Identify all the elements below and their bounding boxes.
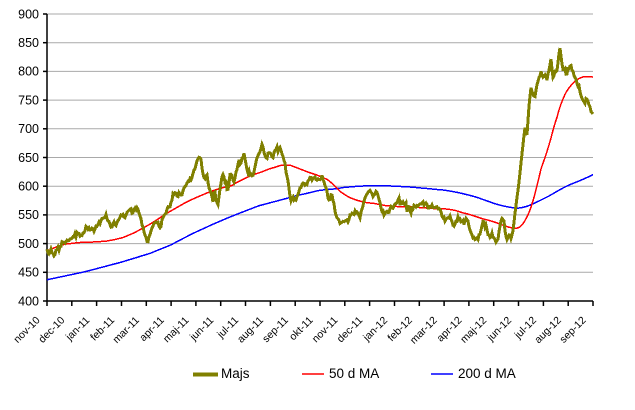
svg-text:800: 800 [18,65,39,79]
svg-text:600: 600 [18,180,39,194]
svg-text:450: 450 [18,266,39,280]
svg-text:500: 500 [18,237,39,251]
svg-text:850: 850 [18,36,39,50]
svg-text:650: 650 [18,151,39,165]
svg-text:200 d MA: 200 d MA [458,366,516,381]
svg-text:750: 750 [18,93,39,107]
svg-text:900: 900 [18,7,39,21]
svg-text:50 d MA: 50 d MA [329,366,379,381]
svg-text:550: 550 [18,208,39,222]
svg-text:400: 400 [18,294,39,308]
svg-text:Majs: Majs [221,366,250,381]
svg-text:700: 700 [18,122,39,136]
